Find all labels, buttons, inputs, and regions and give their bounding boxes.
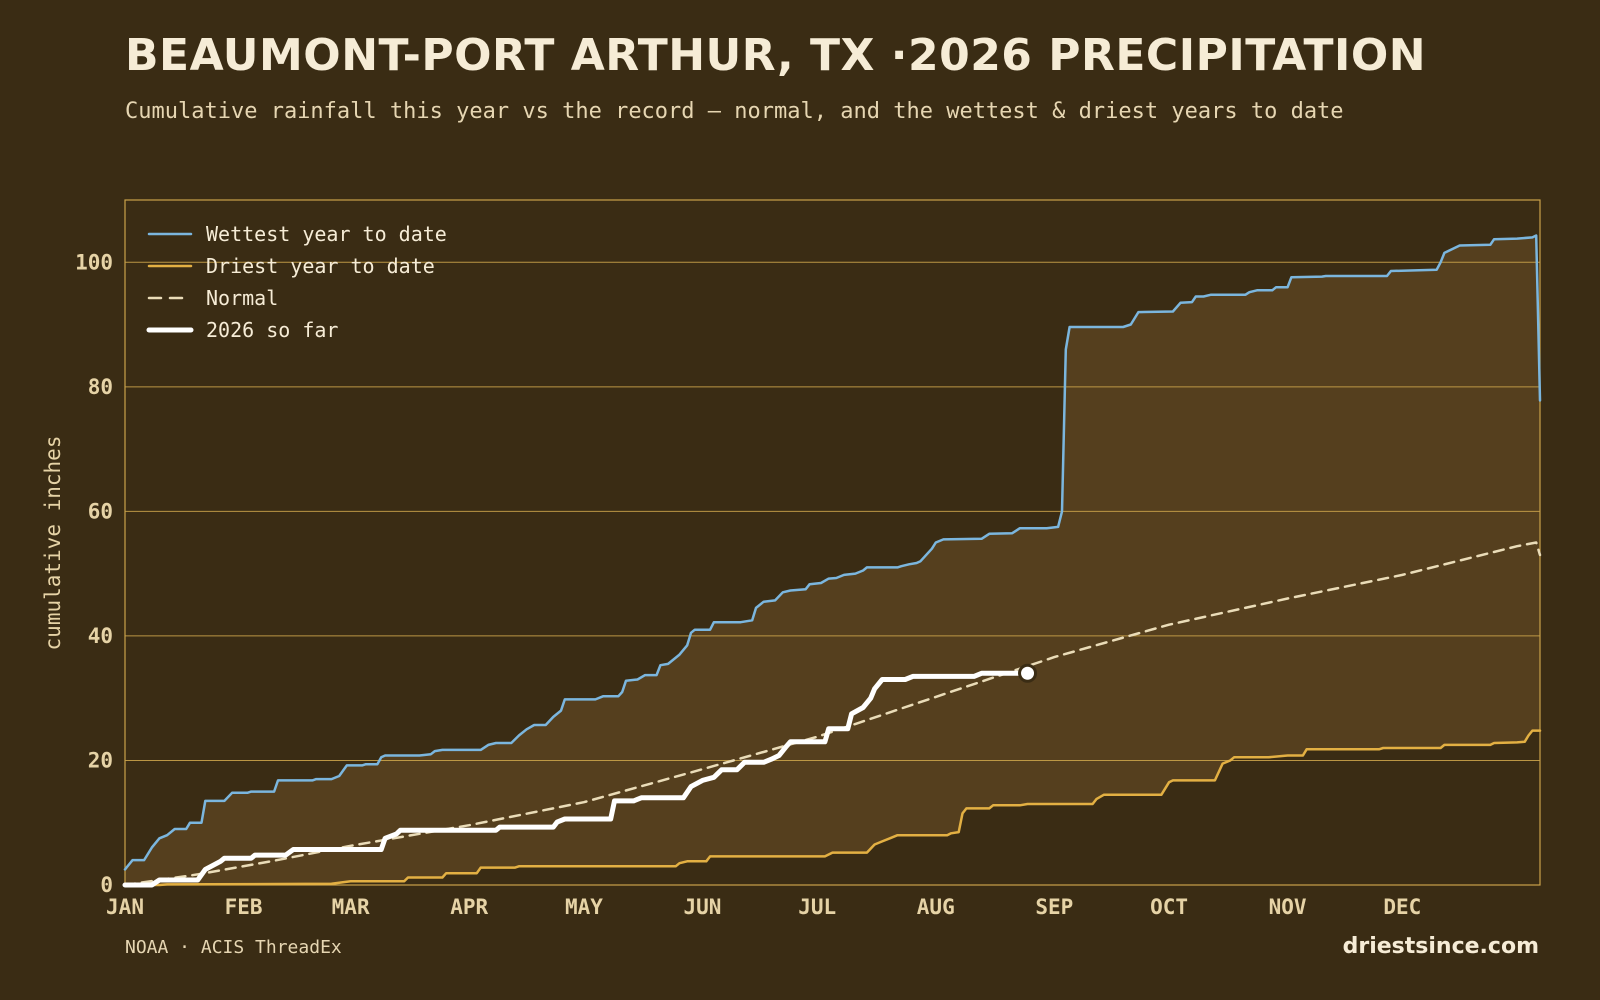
x-tick-label: SEP bbox=[1035, 895, 1073, 919]
y-tick-label: 100 bbox=[75, 250, 113, 274]
x-tick-label: DEC bbox=[1383, 895, 1421, 919]
x-tick-label: OCT bbox=[1150, 895, 1188, 919]
series-line-normal bbox=[123, 541, 1542, 887]
x-tick-label: AUG bbox=[917, 895, 955, 919]
legend-label-current: 2026 so far bbox=[206, 318, 338, 342]
series-line-driest bbox=[123, 729, 1542, 887]
y-tick-label: 40 bbox=[88, 624, 113, 648]
current-day-marker bbox=[1018, 663, 1038, 683]
x-tick-label: APR bbox=[450, 895, 488, 919]
series-line-current bbox=[122, 670, 1030, 888]
record-range-band bbox=[125, 235, 1540, 885]
legend-label-wettest: Wettest year to date bbox=[206, 222, 447, 246]
brand-link[interactable]: driestsince.com bbox=[1342, 934, 1539, 959]
legend-label-driest: Driest year to date bbox=[206, 254, 435, 278]
page-title: BEAUMONT-PORT ARTHUR, TX ·2026 PRECIPITA… bbox=[125, 30, 1427, 81]
x-tick-label: JUL bbox=[798, 895, 836, 919]
x-tick-label: NOV bbox=[1269, 895, 1307, 919]
y-tick-label: 60 bbox=[88, 499, 113, 523]
y-tick-label: 20 bbox=[88, 748, 113, 772]
y-axis-label: cumulative inches bbox=[41, 436, 65, 651]
plot-frame bbox=[124, 199, 1541, 886]
x-tick-label: FEB bbox=[225, 895, 263, 919]
data-source: NOAA · ACIS ThreadEx bbox=[125, 937, 342, 958]
x-tick-label: MAR bbox=[332, 895, 370, 919]
x-tick-label: JUN bbox=[684, 895, 722, 919]
y-tick-label: 0 bbox=[100, 873, 113, 897]
legend-label-normal: Normal bbox=[206, 286, 278, 310]
page-subtitle: Cumulative rainfall this year vs the rec… bbox=[125, 99, 1344, 124]
series-line-wettest bbox=[123, 234, 1542, 871]
x-tick-label: MAY bbox=[565, 895, 603, 919]
x-tick-label: JAN bbox=[106, 895, 144, 919]
y-tick-label: 80 bbox=[88, 375, 113, 399]
